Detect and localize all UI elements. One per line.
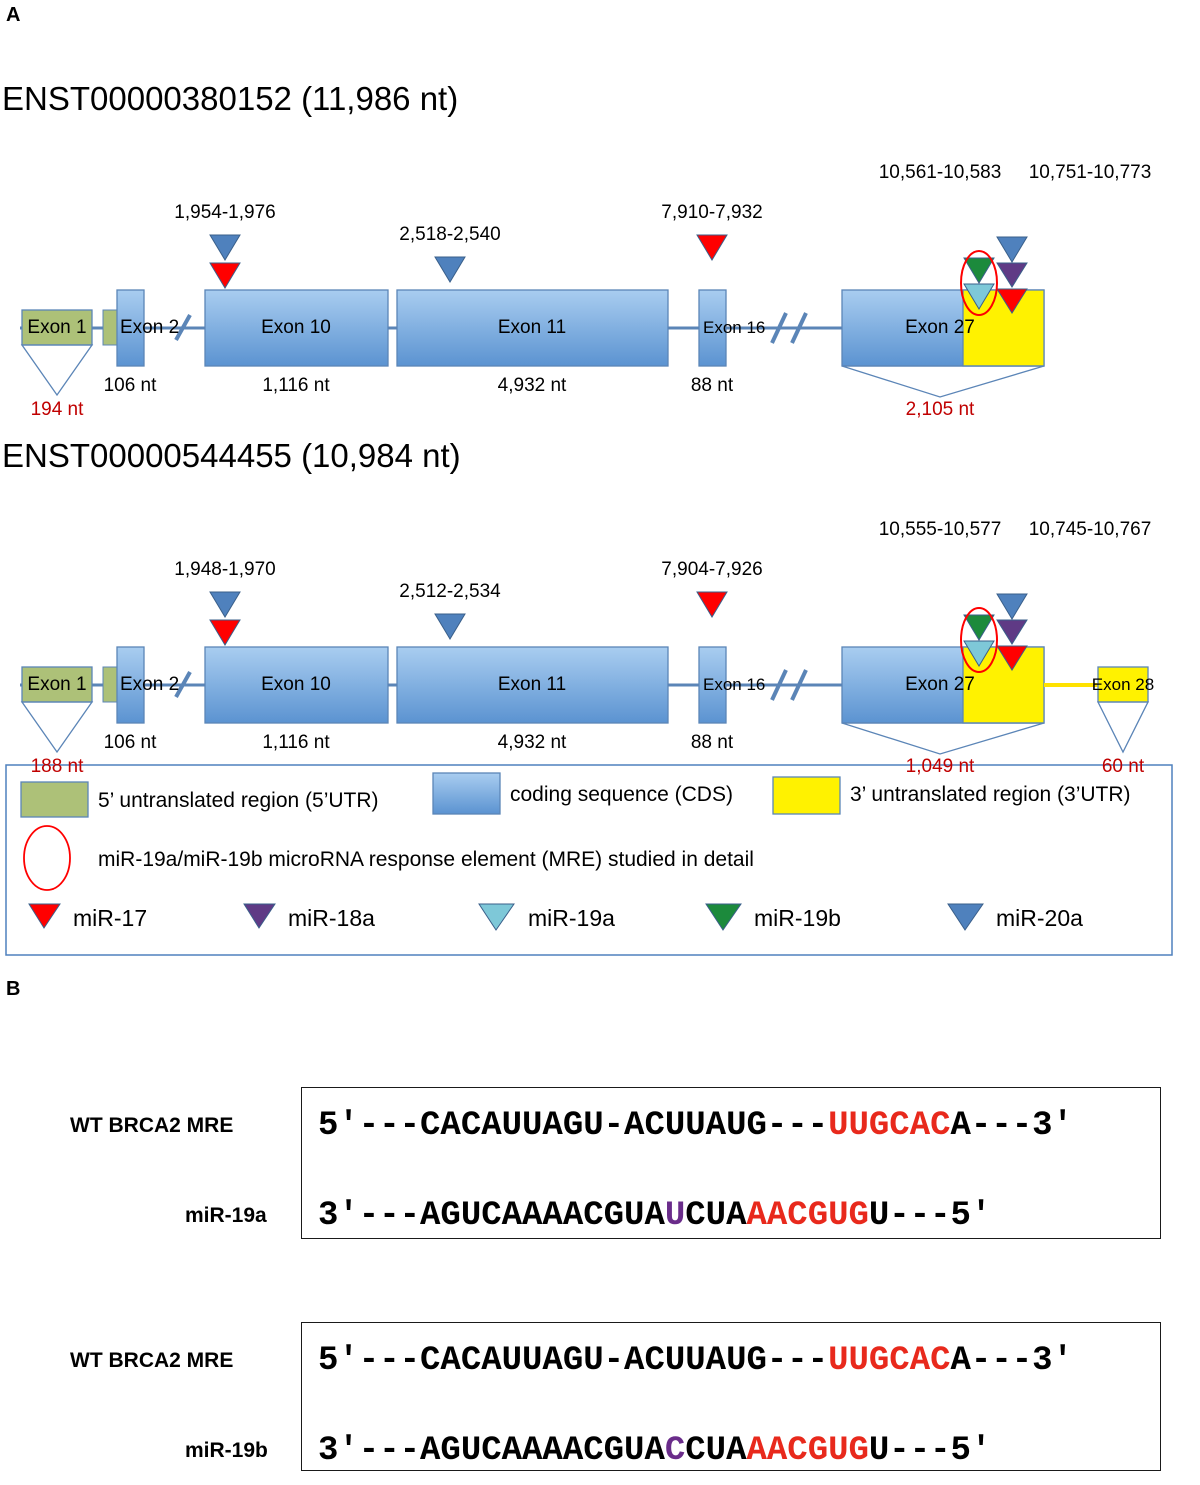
svg-text:10,745-10,767: 10,745-10,767 <box>1029 519 1152 540</box>
svg-text:88 nt: 88 nt <box>691 375 734 396</box>
svg-text:188 nt: 188 nt <box>31 756 85 777</box>
svg-text:4,932 nt: 4,932 nt <box>498 732 567 753</box>
svg-text:2,518-2,540: 2,518-2,540 <box>399 224 500 245</box>
svg-text:1,948-1,970: 1,948-1,970 <box>174 559 275 580</box>
svg-text:60 nt: 60 nt <box>1102 756 1145 777</box>
svg-text:Exon 28: Exon 28 <box>1092 675 1154 694</box>
svg-text:miR-17: miR-17 <box>73 905 147 931</box>
svg-text:Exon 2: Exon 2 <box>120 674 179 695</box>
svg-text:88 nt: 88 nt <box>691 732 734 753</box>
svg-text:miR-19a: miR-19a <box>528 905 615 931</box>
svg-text:miR-19b: miR-19b <box>754 905 841 931</box>
svg-text:Exon 2: Exon 2 <box>120 317 179 338</box>
svg-text:ENST00000544455 (10,984 nt): ENST00000544455 (10,984 nt) <box>2 437 461 474</box>
svg-text:Exon 16: Exon 16 <box>703 318 765 337</box>
svg-text:1,954-1,976: 1,954-1,976 <box>174 202 275 223</box>
svg-text:10,561-10,583: 10,561-10,583 <box>879 162 1002 183</box>
svg-text:Exon 10: Exon 10 <box>261 674 331 695</box>
svg-text:1,116 nt: 1,116 nt <box>262 732 330 753</box>
svg-text:Exon 10: Exon 10 <box>261 317 331 338</box>
svg-text:1,049 nt: 1,049 nt <box>906 756 975 777</box>
svg-text:5’ untranslated region (5’UTR): 5’ untranslated region (5’UTR) <box>98 789 379 812</box>
svg-text:Exon 27: Exon 27 <box>905 674 975 695</box>
svg-text:ENST00000380152 (11,986 nt): ENST00000380152 (11,986 nt) <box>2 80 458 117</box>
svg-text:coding sequence (CDS): coding sequence (CDS) <box>510 783 733 806</box>
svg-text:1,116 nt: 1,116 nt <box>262 375 330 396</box>
svg-text:Exon 1: Exon 1 <box>27 674 86 695</box>
svg-text:2,105 nt: 2,105 nt <box>906 399 975 420</box>
svg-text:Exon 11: Exon 11 <box>498 674 566 695</box>
svg-text:miR-18a: miR-18a <box>288 905 375 931</box>
svg-text:106 nt: 106 nt <box>104 732 158 753</box>
svg-text:Exon 27: Exon 27 <box>905 317 975 338</box>
svg-text:Exon 16: Exon 16 <box>703 675 765 694</box>
svg-text:10,751-10,773: 10,751-10,773 <box>1029 162 1152 183</box>
svg-text:Exon 1: Exon 1 <box>27 317 86 338</box>
svg-text:miR-20a: miR-20a <box>996 905 1083 931</box>
svg-text:194 nt: 194 nt <box>31 399 85 420</box>
svg-text:10,555-10,577: 10,555-10,577 <box>879 519 1002 540</box>
svg-text:4,932 nt: 4,932 nt <box>498 375 567 396</box>
svg-text:106 nt: 106 nt <box>104 375 158 396</box>
svg-text:miR-19a/miR-19b microRNA respo: miR-19a/miR-19b microRNA response elemen… <box>98 848 754 871</box>
svg-text:7,910-7,932: 7,910-7,932 <box>661 202 762 223</box>
svg-text:3’ untranslated region (3’UTR): 3’ untranslated region (3’UTR) <box>850 783 1131 806</box>
svg-text:2,512-2,534: 2,512-2,534 <box>399 581 501 602</box>
svg-text:7,904-7,926: 7,904-7,926 <box>661 559 762 580</box>
svg-text:Exon 11: Exon 11 <box>498 317 566 338</box>
